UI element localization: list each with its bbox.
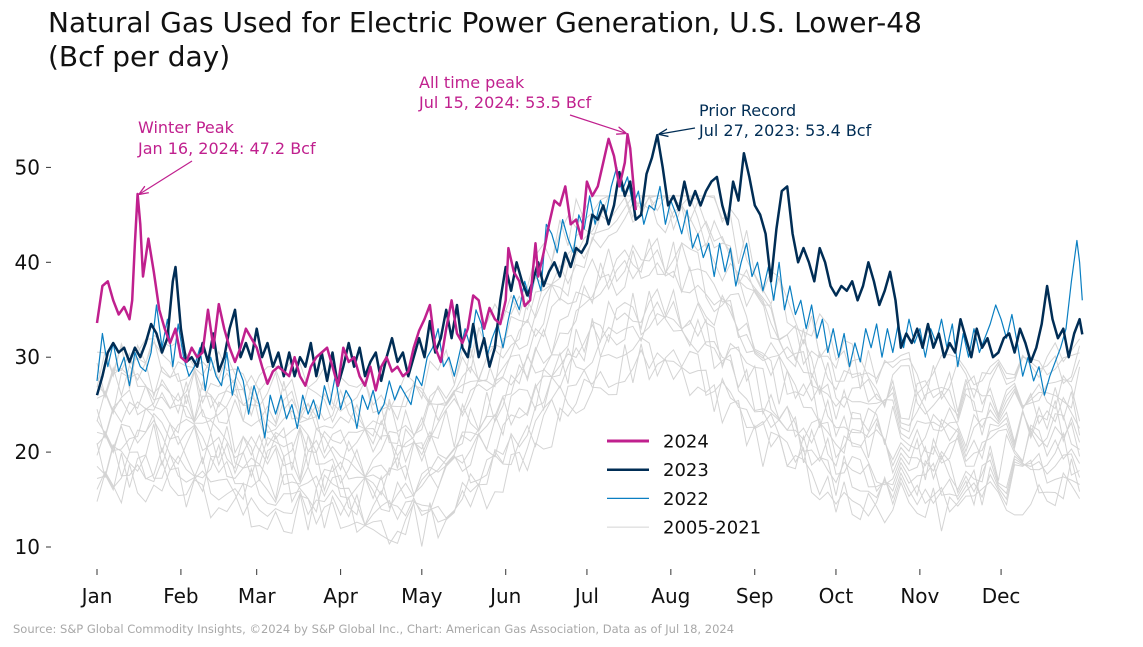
historical-series-line [96, 250, 1080, 485]
x-tick-label: Mar [238, 584, 277, 608]
chart-title-line1: Natural Gas Used for Electric Power Gene… [48, 6, 922, 39]
x-tick-label: Sep [736, 584, 774, 608]
legend-label: 2022 [663, 489, 709, 510]
legend-label: 2023 [663, 460, 709, 481]
annotation-label-line2: Jul 27, 2023: 53.4 Bcf [698, 121, 872, 140]
x-tick-label: May [401, 584, 443, 608]
x-tick-label: Feb [163, 584, 198, 608]
historical-series-line [96, 343, 1081, 546]
historical-series-line [96, 237, 1081, 478]
x-tick-label: Oct [819, 584, 854, 608]
annotation-label-line2: Jul 15, 2024: 53.5 Bcf [418, 93, 592, 112]
x-tick-label: Jun [488, 584, 521, 608]
x-tick-label: Apr [323, 584, 358, 608]
series-layer [95, 132, 1084, 439]
historical-series-line [96, 194, 1080, 430]
annotation-layer: Winter Peak Jan 16, 2024: 47.2 Bcf All tim… [137, 73, 872, 194]
legend: 2024 2023 2022 2005-2021 [607, 432, 761, 539]
y-tick-label: 10 [15, 535, 40, 559]
historical-series-line [96, 292, 1080, 516]
series-line-2024 [95, 132, 637, 392]
series-line-2023 [95, 133, 1084, 396]
annotation-arrow [569, 114, 626, 133]
historical-series-line [96, 301, 1081, 527]
historical-series-line [96, 290, 1081, 513]
y-tick-label: 20 [15, 440, 40, 464]
y-tick-label: 30 [15, 345, 40, 369]
x-tick-label: Dec [982, 584, 1021, 608]
annotation-arrow [659, 127, 696, 134]
chart-title: Natural Gas Used for Electric Power Gene… [48, 6, 922, 74]
annotation-label-line2: Jan 16, 2024: 47.2 Bcf [137, 139, 316, 158]
x-tick-label: Aug [651, 584, 690, 608]
annotation-label-line1: Prior Record [699, 101, 796, 120]
historical-series-line [96, 238, 1081, 478]
x-tick-label: Jan [80, 584, 113, 608]
axis-layer: 10 20 30 40 50 Jan Feb Mar Apr May Jun Jul Aug Sep Oct… [15, 155, 1021, 608]
x-tick-label: Nov [900, 584, 939, 608]
source-note: Source: S&P Global Commodity Insights, ©… [13, 622, 735, 636]
historical-series-line [96, 288, 1081, 499]
y-tick-label: 50 [15, 155, 40, 179]
historical-series-line [96, 241, 1081, 469]
historical-series-line [96, 348, 1081, 547]
legend-label: 2005-2021 [663, 518, 761, 539]
chart-title-line2: (Bcf per day) [48, 40, 231, 73]
annotation-label-line1: Winter Peak [138, 118, 235, 137]
historical-series-line [96, 195, 1081, 418]
y-tick-label: 40 [15, 250, 40, 274]
x-tick-label: Jul [573, 584, 599, 608]
legend-label: 2024 [663, 432, 709, 453]
annotation-label-line1: All time peak [419, 73, 525, 92]
historical-series-line [96, 336, 1080, 527]
annotation-arrow [140, 160, 193, 194]
historical-series-line [96, 194, 1081, 441]
historical-series-layer [96, 194, 1081, 547]
